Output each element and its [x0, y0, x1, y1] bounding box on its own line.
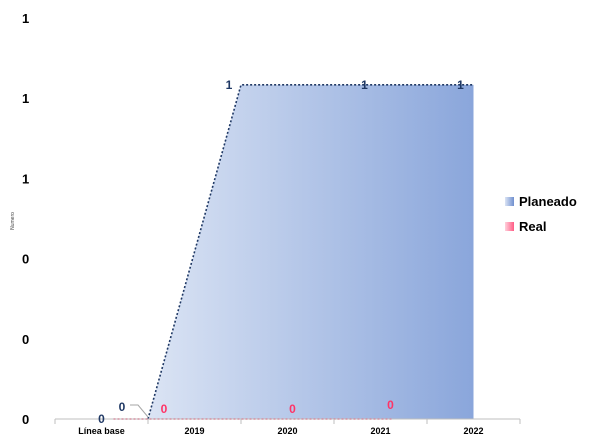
x-tick-label: Línea base [78, 426, 125, 436]
data-labels: 001 1 10 0 0 [98, 78, 464, 426]
y-tick-label: 0 [22, 332, 29, 347]
y-tick-label: 1 [22, 171, 29, 186]
plot-area [113, 84, 474, 420]
y-axis-label: Numero [10, 212, 16, 230]
legend: Planeado Real [505, 194, 577, 234]
data-label-leader-line [130, 404, 149, 418]
real-data-label: 0 [289, 402, 296, 416]
x-tick-label: 2019 [184, 426, 204, 436]
y-tick-label: 1 [22, 91, 29, 106]
x-tick-label: 2022 [463, 426, 483, 436]
legend-swatch-planeado [505, 197, 514, 206]
x-tick-label: 2021 [370, 426, 390, 436]
y-tick-label: 0 [22, 252, 29, 267]
y-tick-label: 0 [22, 412, 29, 427]
planeado-data-label: 1 [226, 78, 233, 92]
planeado-line [147, 84, 474, 420]
y-tick-label: 1 [22, 11, 29, 26]
legend-label-real: Real [519, 219, 546, 234]
real-data-label: 0 [387, 398, 394, 412]
legend-label-planeado: Planeado [519, 194, 577, 209]
x-tick-label: 2020 [277, 426, 297, 436]
planeado-data-label: 0 [98, 412, 105, 426]
planeado-data-label: 1 [361, 78, 368, 92]
real-data-label: 0 [161, 402, 168, 416]
planeado-data-label: 1 [457, 78, 464, 92]
planeado-data-label: 0 [119, 400, 126, 414]
legend-swatch-real [505, 222, 514, 231]
planeado-area [148, 84, 474, 419]
